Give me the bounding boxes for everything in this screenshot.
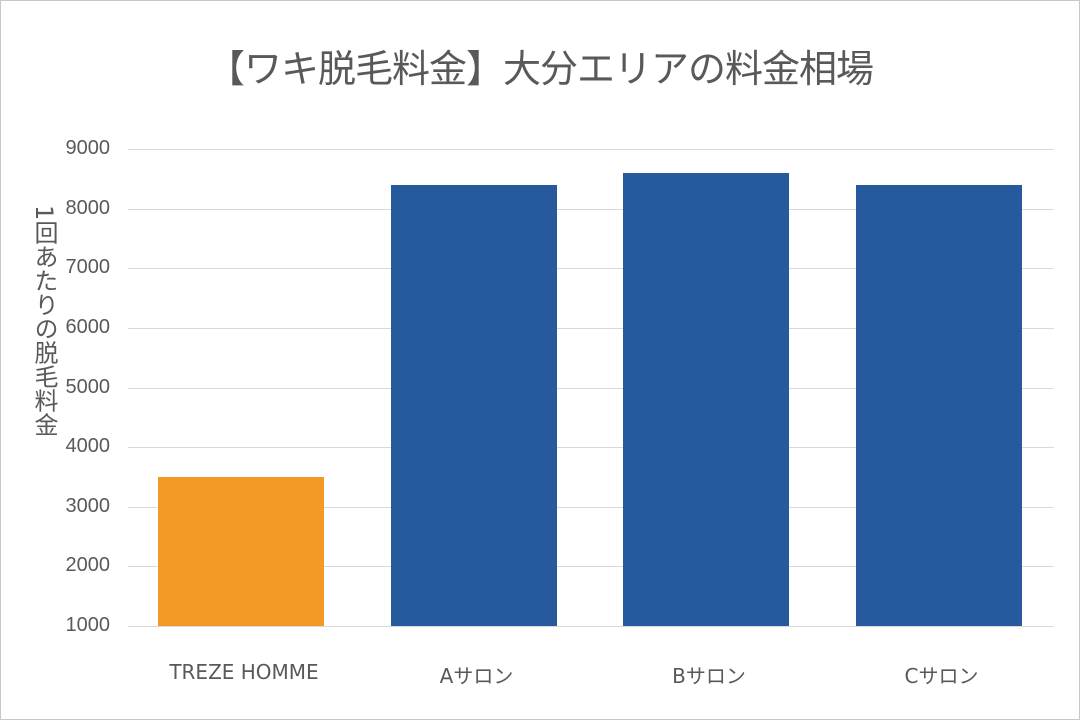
- gridline: [128, 506, 1054, 508]
- x-tick-label: Cサロン: [904, 664, 979, 688]
- gridline: [128, 387, 1054, 389]
- gridline: [128, 626, 1054, 627]
- gridline: [128, 208, 1054, 210]
- y-axis-label: 1回あたりの脱毛料金: [30, 205, 58, 437]
- x-tick-label: Bサロン: [672, 664, 746, 688]
- y-tick-label: 7000: [65, 256, 111, 279]
- bar: [390, 184, 557, 626]
- y-tick-label: 9000: [65, 137, 111, 159]
- y-tick-label: 3000: [65, 494, 111, 517]
- gridline: [128, 268, 1054, 270]
- y-tick-label: 8000: [65, 196, 111, 219]
- gridline: [128, 149, 1054, 150]
- bar: [623, 172, 789, 626]
- chart-title: 【ワキ脱毛料金】大分エリアの料金相場: [206, 47, 874, 91]
- gridline: [128, 566, 1054, 568]
- y-tick-label: 1000: [65, 614, 111, 636]
- x-tick-label: TREZE HOMME: [169, 660, 319, 684]
- y-tick-label: 5000: [65, 375, 111, 398]
- y-tick-label: 6000: [65, 315, 111, 338]
- bar: [158, 476, 324, 626]
- y-tick-label: 4000: [65, 435, 111, 458]
- bar: [855, 184, 1022, 626]
- gridline: [128, 327, 1054, 329]
- x-tick-label: Aサロン: [439, 664, 514, 688]
- y-tick-label: 2000: [65, 554, 111, 577]
- gridline: [128, 447, 1054, 449]
